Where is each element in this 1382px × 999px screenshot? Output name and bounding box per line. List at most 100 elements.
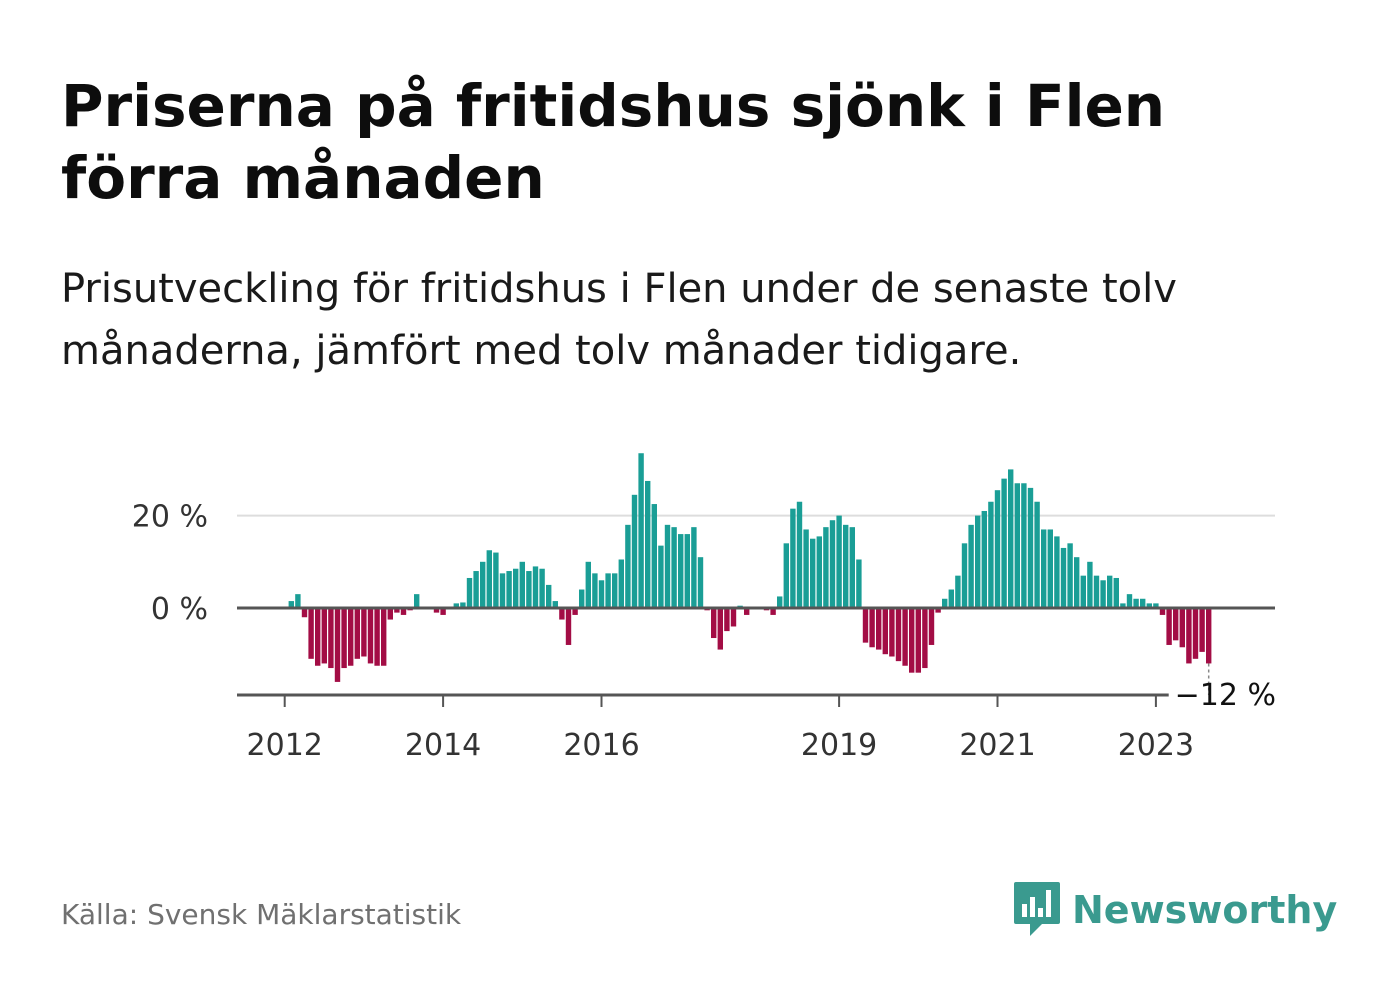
bar <box>895 608 902 662</box>
chart-subtitle: Prisutveckling för fritidshus i Flen und… <box>61 266 1177 374</box>
x-tick-label: 2016 <box>563 728 639 763</box>
bar <box>915 608 921 673</box>
bar <box>1107 575 1113 608</box>
bar <box>1153 603 1159 608</box>
bars <box>288 453 1212 682</box>
bar <box>1140 598 1146 608</box>
bar <box>1041 529 1047 608</box>
bar <box>499 573 506 608</box>
bar <box>744 608 750 615</box>
bar <box>922 608 928 669</box>
bar <box>942 598 948 608</box>
bar <box>664 524 671 608</box>
bar <box>994 490 1001 608</box>
bar <box>882 608 888 655</box>
bar <box>948 589 954 608</box>
bar <box>295 594 301 608</box>
bar <box>1087 561 1093 608</box>
bar <box>1126 594 1133 608</box>
bar <box>546 584 552 608</box>
bar <box>968 524 974 608</box>
bar <box>1074 557 1080 608</box>
bar <box>433 608 440 613</box>
bar <box>400 608 407 615</box>
bar <box>1034 501 1040 608</box>
bar <box>473 571 479 608</box>
bar <box>730 608 737 627</box>
bar <box>592 573 598 608</box>
bar <box>645 480 651 608</box>
bar <box>526 571 532 608</box>
bar <box>1146 603 1152 608</box>
bar <box>315 608 321 666</box>
bar <box>711 608 717 639</box>
bar <box>1047 529 1053 608</box>
bar <box>651 504 657 608</box>
bar <box>1021 483 1027 608</box>
bar <box>1100 580 1106 608</box>
bar <box>697 557 704 608</box>
bar <box>1166 608 1172 645</box>
bar <box>625 524 631 608</box>
bar <box>889 608 895 657</box>
bar <box>374 608 380 666</box>
bar <box>532 566 539 608</box>
bar <box>902 608 908 666</box>
bar <box>301 608 308 618</box>
bar <box>453 603 459 608</box>
bar <box>843 524 849 608</box>
bar <box>975 515 981 608</box>
bar <box>790 508 796 608</box>
bar <box>849 527 855 608</box>
x-tick-label: 2021 <box>959 728 1035 763</box>
chart-title: Priserna på fritidshus sjönk i Flen förr… <box>61 72 1166 212</box>
bar <box>1199 608 1205 652</box>
bar <box>796 501 803 608</box>
bar <box>480 561 486 608</box>
bar <box>955 575 961 608</box>
bar <box>1206 608 1212 664</box>
bar <box>387 608 393 620</box>
bar <box>671 527 677 608</box>
bar <box>909 608 915 673</box>
bar <box>414 594 420 608</box>
bar <box>539 568 545 608</box>
bar <box>321 608 327 664</box>
bar <box>658 545 664 608</box>
bar <box>823 527 829 608</box>
bar <box>836 515 842 608</box>
bar <box>684 534 690 608</box>
bar <box>777 596 783 608</box>
bar <box>367 608 374 664</box>
bar <box>572 608 578 615</box>
brand-logo[interactable]: Newsworthy <box>1012 880 1337 940</box>
bar <box>486 550 492 608</box>
bar <box>770 608 776 615</box>
bar <box>1067 543 1073 608</box>
bar <box>717 608 723 650</box>
bar <box>513 568 519 608</box>
bar <box>691 527 697 608</box>
bar <box>1159 608 1166 615</box>
bar <box>783 543 789 608</box>
axes <box>237 606 1275 707</box>
bar <box>928 608 935 645</box>
bar <box>678 534 684 608</box>
bar <box>394 608 400 613</box>
bar <box>810 538 816 608</box>
bar <box>1001 478 1007 608</box>
labels: 0 % 20 % 2012 2014 2016 2019 2021 2023 −12 % <box>132 500 1276 763</box>
bar <box>559 608 565 620</box>
bar <box>618 559 624 608</box>
bar <box>1120 603 1126 608</box>
bar <box>348 608 354 666</box>
bar <box>1054 536 1060 608</box>
bar <box>816 536 822 608</box>
bar <box>288 601 294 608</box>
bar <box>506 571 512 608</box>
brand-name: Newsworthy <box>1072 888 1338 932</box>
bar <box>1192 608 1199 659</box>
bar <box>334 608 341 682</box>
bar <box>935 608 941 613</box>
